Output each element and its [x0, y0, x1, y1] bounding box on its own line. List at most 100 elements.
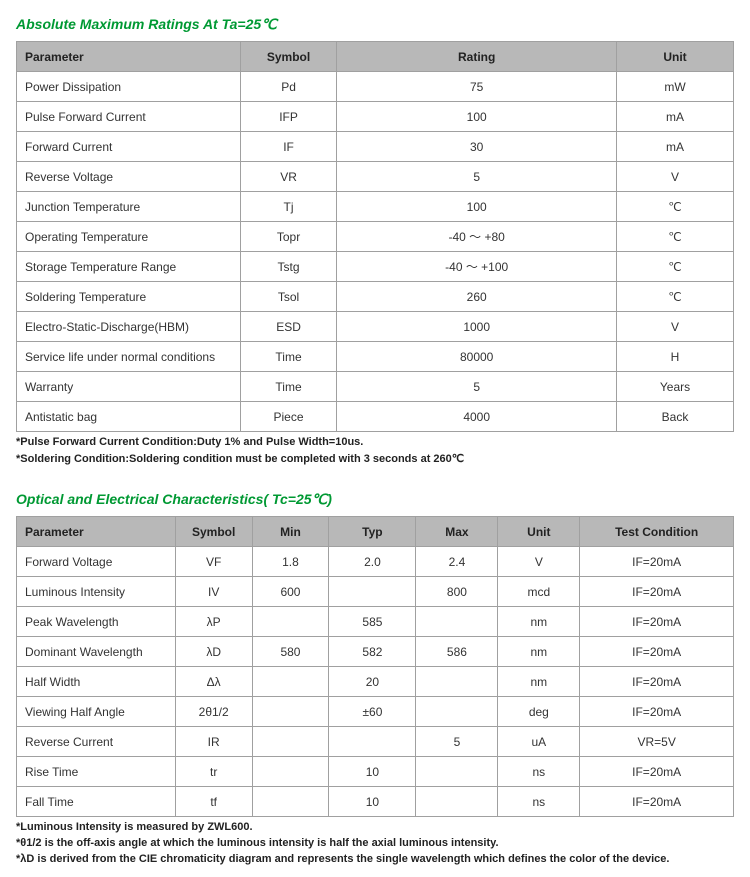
- cell-parameter: Reverse Current: [17, 727, 176, 757]
- cell-parameter: Pulse Forward Current: [17, 102, 241, 132]
- cell-unit: ℃: [617, 282, 734, 312]
- cell-max: 5: [416, 727, 498, 757]
- col-unit: Unit: [498, 517, 580, 547]
- table-row: Electro-Static-Discharge(HBM)ESD1000V: [17, 312, 734, 342]
- cell-test-condition: IF=20mA: [580, 577, 734, 607]
- cell-symbol: ESD: [240, 312, 337, 342]
- cell-unit: mA: [617, 102, 734, 132]
- cell-symbol: Piece: [240, 402, 337, 432]
- cell-min: 600: [252, 577, 329, 607]
- cell-parameter: Peak Wavelength: [17, 607, 176, 637]
- cell-symbol: λD: [175, 637, 252, 667]
- cell-symbol: 2θ1/2: [175, 697, 252, 727]
- cell-parameter: Operating Temperature: [17, 222, 241, 252]
- cell-test-condition: IF=20mA: [580, 637, 734, 667]
- table-header-row: Parameter Symbol Min Typ Max Unit Test C…: [17, 517, 734, 547]
- cell-min: [252, 757, 329, 787]
- cell-unit: nm: [498, 607, 580, 637]
- cell-test-condition: VR=5V: [580, 727, 734, 757]
- cell-unit: mA: [617, 132, 734, 162]
- cell-unit: mcd: [498, 577, 580, 607]
- cell-symbol: Tstg: [240, 252, 337, 282]
- cell-parameter: Power Dissipation: [17, 72, 241, 102]
- table-row: Power DissipationPd75mW: [17, 72, 734, 102]
- cell-max: 586: [416, 637, 498, 667]
- col-unit: Unit: [617, 42, 734, 72]
- cell-max: [416, 757, 498, 787]
- footnote: *Pulse Forward Current Condition:Duty 1%…: [16, 436, 734, 448]
- cell-max: [416, 607, 498, 637]
- cell-unit: ns: [498, 757, 580, 787]
- col-symbol: Symbol: [240, 42, 337, 72]
- table-row: Peak WavelengthλP585nmIF=20mA: [17, 607, 734, 637]
- table-row: Reverse CurrentIR5uAVR=5V: [17, 727, 734, 757]
- table-row: Forward VoltageVF1.82.02.4VIF=20mA: [17, 547, 734, 577]
- cell-rating: 100: [337, 192, 617, 222]
- table-row: Fall Timetf10nsIF=20mA: [17, 787, 734, 817]
- cell-parameter: Rise Time: [17, 757, 176, 787]
- table-row: Luminous IntensityIV600800mcdIF=20mA: [17, 577, 734, 607]
- cell-unit: V: [617, 312, 734, 342]
- section2-title: Optical and Electrical Characteristics( …: [16, 491, 734, 508]
- cell-symbol: Time: [240, 372, 337, 402]
- cell-unit: V: [498, 547, 580, 577]
- cell-rating: -40 ～ +100: [337, 252, 617, 282]
- footnote: *θ1/2 is the off-axis angle at which the…: [16, 837, 734, 849]
- cell-parameter: Reverse Voltage: [17, 162, 241, 192]
- cell-parameter: Service life under normal conditions: [17, 342, 241, 372]
- cell-test-condition: IF=20mA: [580, 787, 734, 817]
- section1-title: Absolute Maximum Ratings At Ta=25℃: [16, 16, 734, 33]
- col-typ: Typ: [329, 517, 416, 547]
- table-row: Forward CurrentIF30mA: [17, 132, 734, 162]
- cell-min: [252, 697, 329, 727]
- table-row: Operating TemperatureTopr-40 ～ +80℃: [17, 222, 734, 252]
- cell-rating: -40 ～ +80: [337, 222, 617, 252]
- table-row: Antistatic bagPiece4000Back: [17, 402, 734, 432]
- cell-unit: mW: [617, 72, 734, 102]
- cell-max: 2.4: [416, 547, 498, 577]
- cell-min: [252, 787, 329, 817]
- col-parameter: Parameter: [17, 42, 241, 72]
- cell-rating: 5: [337, 372, 617, 402]
- cell-rating: 30: [337, 132, 617, 162]
- col-min: Min: [252, 517, 329, 547]
- cell-rating: 1000: [337, 312, 617, 342]
- cell-typ: 10: [329, 787, 416, 817]
- cell-rating: 4000: [337, 402, 617, 432]
- cell-max: 800: [416, 577, 498, 607]
- cell-unit: ℃: [617, 252, 734, 282]
- cell-test-condition: IF=20mA: [580, 757, 734, 787]
- cell-parameter: Forward Current: [17, 132, 241, 162]
- cell-symbol: IR: [175, 727, 252, 757]
- cell-unit: H: [617, 342, 734, 372]
- cell-typ: [329, 727, 416, 757]
- cell-parameter: Half Width: [17, 667, 176, 697]
- cell-symbol: VF: [175, 547, 252, 577]
- abs-max-ratings-table: Parameter Symbol Rating Unit Power Dissi…: [16, 41, 734, 432]
- cell-parameter: Fall Time: [17, 787, 176, 817]
- col-parameter: Parameter: [17, 517, 176, 547]
- cell-typ: 10: [329, 757, 416, 787]
- cell-unit: ns: [498, 787, 580, 817]
- cell-typ: 585: [329, 607, 416, 637]
- cell-symbol: VR: [240, 162, 337, 192]
- cell-unit: deg: [498, 697, 580, 727]
- cell-rating: 75: [337, 72, 617, 102]
- cell-symbol: Topr: [240, 222, 337, 252]
- cell-typ: 582: [329, 637, 416, 667]
- table-row: Dominant WavelengthλD580582586nmIF=20mA: [17, 637, 734, 667]
- cell-unit: ℃: [617, 222, 734, 252]
- cell-symbol: Pd: [240, 72, 337, 102]
- cell-symbol: IFP: [240, 102, 337, 132]
- table-row: Viewing Half Angle2θ1/2±60degIF=20mA: [17, 697, 734, 727]
- cell-typ: 2.0: [329, 547, 416, 577]
- cell-parameter: Dominant Wavelength: [17, 637, 176, 667]
- table-row: Pulse Forward CurrentIFP100mA: [17, 102, 734, 132]
- cell-test-condition: IF=20mA: [580, 547, 734, 577]
- cell-symbol: tr: [175, 757, 252, 787]
- table-header-row: Parameter Symbol Rating Unit: [17, 42, 734, 72]
- cell-unit: nm: [498, 667, 580, 697]
- cell-parameter: Forward Voltage: [17, 547, 176, 577]
- cell-rating: 5: [337, 162, 617, 192]
- footnote: *λD is derived from the CIE chromaticity…: [16, 853, 734, 865]
